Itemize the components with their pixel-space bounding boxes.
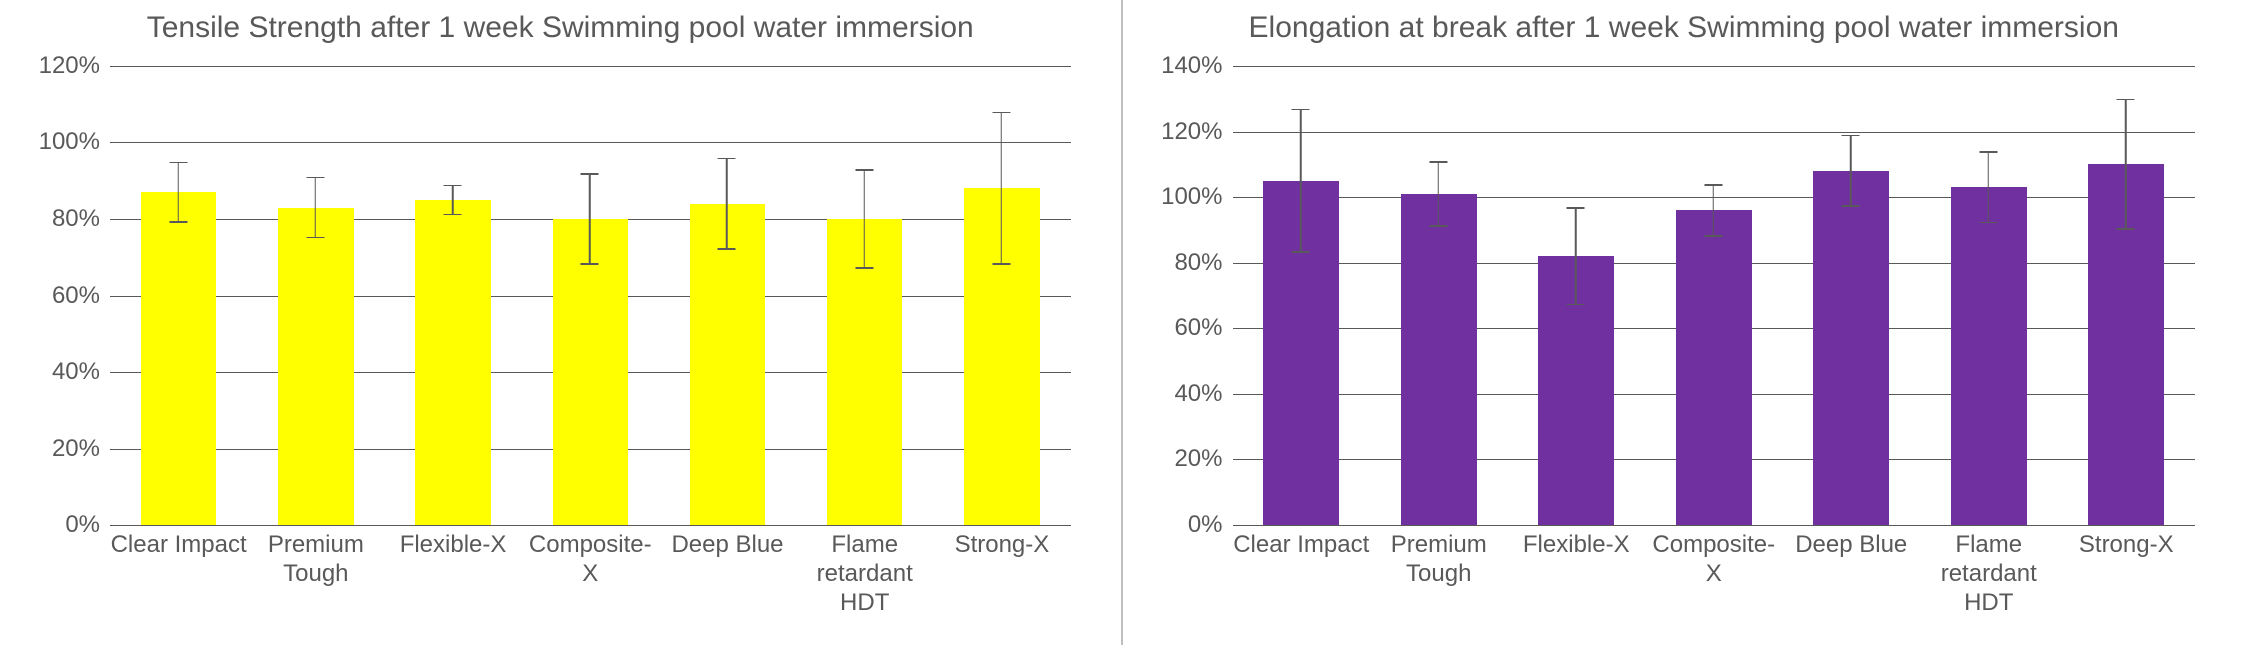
xlabel: Deep Blue [1795, 531, 1907, 560]
ytick-label: 140% [1161, 52, 1222, 80]
bar-slot [247, 66, 384, 525]
xlabel-slot: Flame retardant HDT [796, 525, 933, 635]
tensile-title: Tensile Strength after 1 week Swimming p… [30, 10, 1091, 46]
xlabel: Flame retardant HDT [1941, 531, 2037, 617]
bar [1401, 194, 1477, 525]
ytick-label: 60% [1174, 314, 1222, 342]
bar-slot [933, 66, 1070, 525]
xlabel: Premium Tough [268, 531, 364, 589]
xlabel-slot: Composite-X [1645, 525, 1783, 635]
bar [827, 219, 902, 525]
xlabel-slot: Clear Impact [1233, 525, 1371, 635]
ytick-label: 0% [65, 511, 100, 539]
bar-slot [2058, 66, 2196, 525]
tensile-plot: 0%20%40%60%80%100%120% [110, 66, 1071, 525]
ytick-label: 80% [1174, 249, 1222, 277]
ytick-label: 80% [52, 205, 100, 233]
xlabel: Flexible-X [400, 531, 507, 560]
ytick-label: 40% [52, 358, 100, 386]
xlabel: Composite-X [1645, 531, 1783, 589]
bar [1951, 187, 2027, 525]
bar [964, 188, 1039, 525]
tensile-xaxis: Clear Impact Premium Tough Flexible-X Compo… [110, 525, 1071, 635]
xlabel: Strong-X [955, 531, 1050, 560]
xlabel-slot: Strong-X [933, 525, 1070, 635]
elongation-panel: Elongation at break after 1 week Swimmin… [1123, 0, 2245, 645]
bar [553, 219, 628, 525]
bar-slot [1920, 66, 2058, 525]
xlabel: Premium Tough [1391, 531, 1487, 589]
bar [1538, 256, 1614, 525]
elongation-title: Elongation at break after 1 week Swimmin… [1153, 10, 2216, 46]
chart-pair: Tensile Strength after 1 week Swimming p… [0, 0, 2245, 645]
ytick-label: 100% [1161, 183, 1222, 211]
bars [110, 66, 1071, 525]
bar-slot [796, 66, 933, 525]
bar-slot [110, 66, 247, 525]
elongation-chart-area: 0%20%40%60%80%100%120%140% Clear Impact P… [1153, 56, 2216, 635]
bar [690, 204, 765, 525]
xlabel-slot: Premium Tough [1370, 525, 1508, 635]
tensile-chart-area: 0%20%40%60%80%100%120% Clear Impact Premi… [30, 56, 1091, 635]
ytick-label: 20% [1174, 445, 1222, 473]
ytick-label: 100% [39, 128, 100, 156]
ytick-label: 40% [1174, 380, 1222, 408]
bar [1813, 171, 1889, 525]
xlabel: Clear Impact [111, 531, 247, 560]
bar-slot [1645, 66, 1783, 525]
xlabel: Composite-X [522, 531, 659, 589]
xlabel: Flexible-X [1523, 531, 1630, 560]
xlabel: Clear Impact [1233, 531, 1369, 560]
bar-slot [1783, 66, 1921, 525]
xlabel-slot: Flexible-X [1508, 525, 1646, 635]
bar [2088, 164, 2164, 525]
bar-slot [659, 66, 796, 525]
bar [415, 200, 490, 525]
bar-slot [1508, 66, 1646, 525]
bar-slot [384, 66, 521, 525]
elongation-plot: 0%20%40%60%80%100%120%140% [1233, 66, 2196, 525]
xlabel-slot: Deep Blue [659, 525, 796, 635]
ytick-label: 120% [39, 52, 100, 80]
xlabel-slot: Composite-X [522, 525, 659, 635]
xlabel-slot: Flame retardant HDT [1920, 525, 2058, 635]
xlabel-slot: Premium Tough [247, 525, 384, 635]
bar-slot [1370, 66, 1508, 525]
xlabel: Flame retardant HDT [817, 531, 913, 617]
xlabel: Deep Blue [671, 531, 783, 560]
bar [278, 208, 353, 525]
ytick-label: 60% [52, 282, 100, 310]
xlabel-slot: Flexible-X [384, 525, 521, 635]
ytick-label: 20% [52, 435, 100, 463]
bar-slot [522, 66, 659, 525]
ytick-label: 0% [1188, 511, 1223, 539]
bars [1233, 66, 2196, 525]
tensile-panel: Tensile Strength after 1 week Swimming p… [0, 0, 1123, 645]
xlabel-slot: Strong-X [2058, 525, 2196, 635]
xlabel-slot: Clear Impact [110, 525, 247, 635]
xlabel: Strong-X [2079, 531, 2174, 560]
xlabel-slot: Deep Blue [1783, 525, 1921, 635]
ytick-label: 120% [1161, 118, 1222, 146]
bar [1676, 210, 1752, 525]
elongation-xaxis: Clear Impact Premium Tough Flexible-X Compo… [1233, 525, 2196, 635]
bar-slot [1233, 66, 1371, 525]
bar [141, 192, 216, 525]
bar [1263, 181, 1339, 525]
